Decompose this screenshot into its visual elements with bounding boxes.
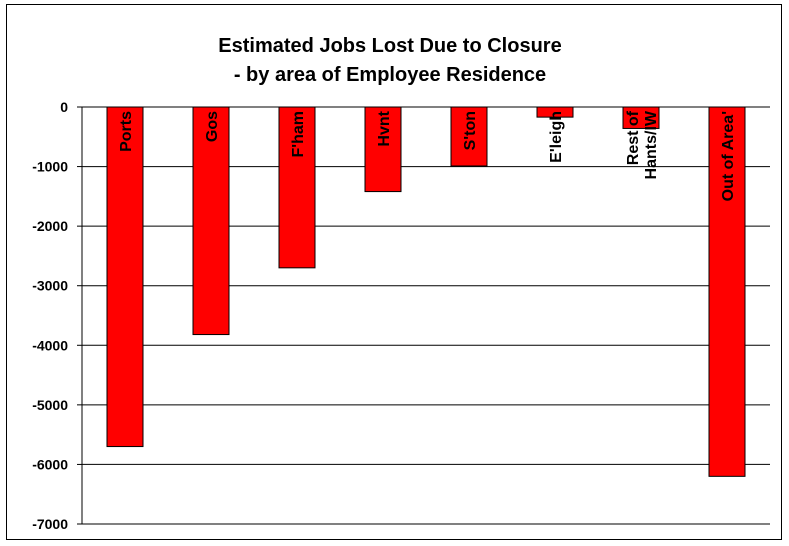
y-tick-labels: 0 -1000 -2000 -3000 -4000 -5000 -6000 -7000 xyxy=(32,99,68,532)
category-label-line: Hvnt xyxy=(376,110,393,146)
category-label-line: Gos xyxy=(204,111,221,142)
bar xyxy=(536,106,574,118)
y-tick-label: -1000 xyxy=(32,159,68,175)
bar xyxy=(278,106,316,269)
grid-lines xyxy=(82,106,770,525)
category-label: Out of Area' xyxy=(720,111,737,201)
y-tick-label: -7000 xyxy=(32,516,68,532)
axes xyxy=(77,106,83,525)
category-labels: Ports Gos F'ham Hvnt S'ton E'leigh Rest of Hant… xyxy=(118,110,737,201)
category-label: Hvnt xyxy=(376,110,393,146)
bar xyxy=(106,106,144,448)
bar xyxy=(192,106,230,336)
category-label-line: Out of Area' xyxy=(720,111,737,201)
category-label-line: E'leigh xyxy=(548,111,565,163)
chart-subtitle: - by area of Employee Residence xyxy=(234,64,546,86)
y-tick-label: 0 xyxy=(60,99,68,115)
category-label: E'leigh xyxy=(548,111,565,163)
category-label: Gos xyxy=(204,111,221,142)
bars xyxy=(106,106,746,477)
bar xyxy=(708,106,746,477)
y-tick-label: -4000 xyxy=(32,337,68,353)
category-label-line: Hants/IW xyxy=(643,110,660,179)
category-label-line: Rest of xyxy=(625,110,642,165)
category-label-line: Ports xyxy=(118,111,135,152)
category-label: Rest of Hants/IW xyxy=(625,110,660,179)
category-label: F'ham xyxy=(290,111,307,157)
y-tick-label: -2000 xyxy=(32,218,68,234)
category-label: S'ton xyxy=(462,111,479,150)
chart-title: Estimated Jobs Lost Due to Closure xyxy=(218,35,561,57)
y-tick-label: -3000 xyxy=(32,278,68,294)
category-label-line: S'ton xyxy=(462,111,479,150)
bar xyxy=(622,106,660,129)
y-tick-label: -6000 xyxy=(32,456,68,472)
bar xyxy=(364,106,402,193)
category-label-line: F'ham xyxy=(290,111,307,157)
y-tick-label: -5000 xyxy=(32,397,68,413)
category-label: Ports xyxy=(118,111,135,152)
bar xyxy=(450,106,488,167)
